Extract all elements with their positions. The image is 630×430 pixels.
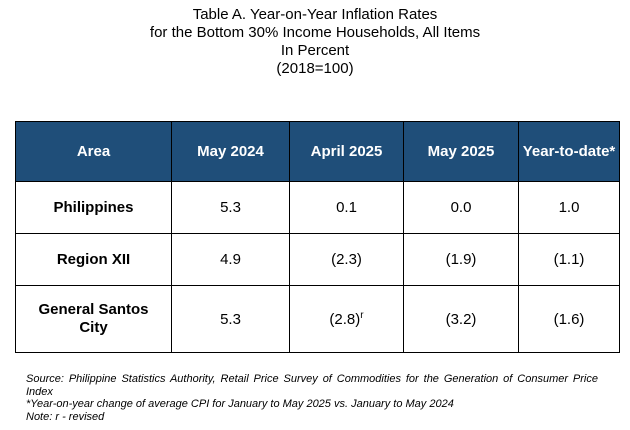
footnote: *Year-on-year change of average CPI for … — [26, 398, 454, 410]
table-cell: 5.3 — [171, 285, 290, 353]
header-year-to-date: Year-to-date* — [518, 121, 620, 182]
table-row: Philippines 5.3 0.1 0.0 1.0 — [15, 181, 620, 234]
table-cell: 0.0 — [403, 181, 519, 234]
table-cell-revised: (2.8)r — [289, 285, 404, 353]
table-cell: (2.3) — [289, 233, 404, 286]
row-area-line-2: City — [79, 319, 108, 336]
header-may-2025: May 2025 — [403, 121, 519, 182]
revised-mark: r — [360, 309, 364, 321]
row-area-line-1: General Santos — [38, 301, 149, 318]
table-cell: (1.1) — [518, 233, 620, 286]
table-row: Region XII 4.9 (2.3) (1.9) (1.1) — [15, 233, 620, 286]
title-line-2: for the Bottom 30% Income Households, Al… — [149, 24, 481, 41]
table-cell: 0.1 — [289, 181, 404, 234]
title-line-4: (2018=100) — [276, 60, 354, 77]
table-cell: 5.3 — [171, 181, 290, 234]
table-cell: (1.9) — [403, 233, 519, 286]
row-area: General Santos City — [15, 285, 172, 353]
row-area: Region XII — [15, 233, 172, 286]
revised-note: Note: r - revised — [26, 410, 105, 423]
table-cell: (1.6) — [518, 285, 620, 353]
row-area: Philippines — [15, 181, 172, 234]
table-cell: (3.2) — [403, 285, 519, 353]
header-may-2024: May 2024 — [171, 121, 290, 182]
table-notes: Source: Philippine Statistics Authority,… — [26, 373, 598, 423]
inflation-table: Area May 2024 April 2025 May 2025 Year-t… — [15, 121, 620, 353]
source-note: Source: Philippine Statistics Authority,… — [26, 373, 598, 398]
table-row: General Santos City 5.3 (2.8)r (3.2) (1.… — [15, 285, 620, 353]
title-line-1: Table A. Year-on-Year Inflation Rates — [192, 6, 438, 23]
header-area: Area — [15, 121, 172, 182]
header-row: Area May 2024 April 2025 May 2025 Year-t… — [15, 121, 620, 182]
title-line-3: In Percent — [280, 42, 350, 59]
table-title: Table A. Year-on-Year Inflation Rates fo… — [0, 6, 630, 78]
header-april-2025: April 2025 — [289, 121, 404, 182]
table-cell: 4.9 — [171, 233, 290, 286]
cell-value: (2.8) — [329, 310, 361, 328]
table-cell: 1.0 — [518, 181, 620, 234]
